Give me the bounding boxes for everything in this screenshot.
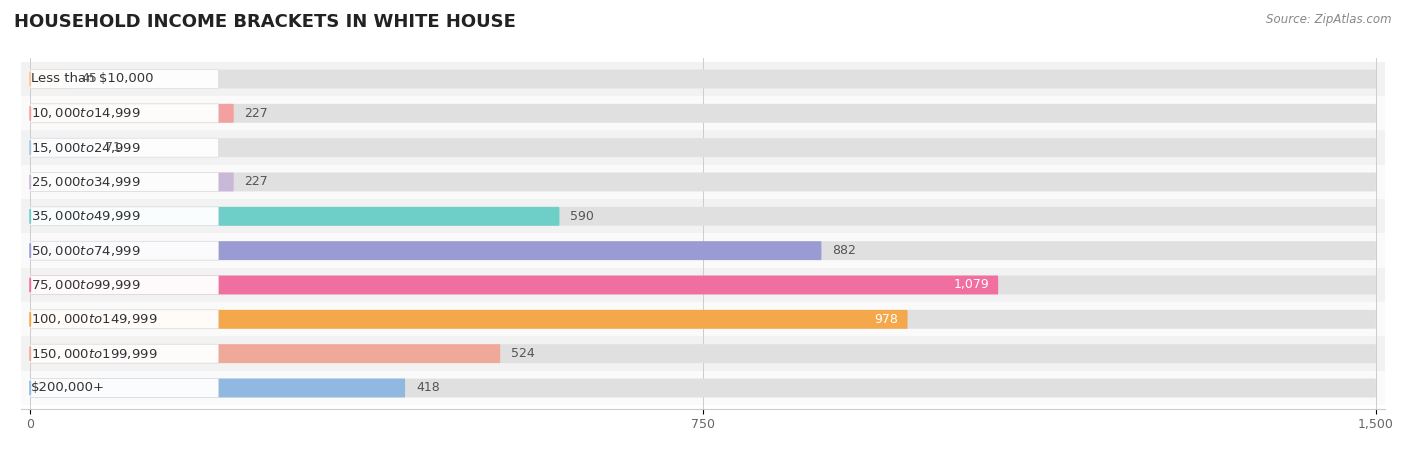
FancyBboxPatch shape <box>30 172 1376 191</box>
Text: 227: 227 <box>245 107 269 120</box>
FancyBboxPatch shape <box>30 276 218 295</box>
FancyBboxPatch shape <box>3 371 1403 405</box>
Text: 71: 71 <box>104 141 121 154</box>
Text: 227: 227 <box>245 176 269 189</box>
FancyBboxPatch shape <box>30 310 218 329</box>
FancyBboxPatch shape <box>30 104 233 123</box>
FancyBboxPatch shape <box>30 276 1376 295</box>
Text: $200,000+: $200,000+ <box>31 382 104 395</box>
FancyBboxPatch shape <box>30 310 1376 329</box>
FancyBboxPatch shape <box>30 241 1376 260</box>
FancyBboxPatch shape <box>30 379 405 397</box>
FancyBboxPatch shape <box>30 344 501 363</box>
Text: $75,000 to $99,999: $75,000 to $99,999 <box>31 278 141 292</box>
FancyBboxPatch shape <box>30 138 94 157</box>
FancyBboxPatch shape <box>30 207 560 226</box>
Text: 590: 590 <box>571 210 595 223</box>
FancyBboxPatch shape <box>3 165 1403 199</box>
FancyBboxPatch shape <box>30 104 218 123</box>
FancyBboxPatch shape <box>3 199 1403 233</box>
FancyBboxPatch shape <box>30 172 233 191</box>
FancyBboxPatch shape <box>30 207 218 226</box>
FancyBboxPatch shape <box>3 96 1403 131</box>
FancyBboxPatch shape <box>3 336 1403 371</box>
Text: $10,000 to $14,999: $10,000 to $14,999 <box>31 106 141 120</box>
FancyBboxPatch shape <box>30 207 1376 226</box>
Text: $15,000 to $24,999: $15,000 to $24,999 <box>31 141 141 154</box>
FancyBboxPatch shape <box>30 70 70 88</box>
FancyBboxPatch shape <box>30 379 1376 397</box>
Text: Less than $10,000: Less than $10,000 <box>31 72 153 85</box>
FancyBboxPatch shape <box>30 344 1376 363</box>
FancyBboxPatch shape <box>30 241 821 260</box>
Text: 418: 418 <box>416 382 440 395</box>
Text: HOUSEHOLD INCOME BRACKETS IN WHITE HOUSE: HOUSEHOLD INCOME BRACKETS IN WHITE HOUSE <box>14 13 516 31</box>
Text: $25,000 to $34,999: $25,000 to $34,999 <box>31 175 141 189</box>
FancyBboxPatch shape <box>30 379 218 397</box>
FancyBboxPatch shape <box>30 310 908 329</box>
Text: $50,000 to $74,999: $50,000 to $74,999 <box>31 244 141 258</box>
FancyBboxPatch shape <box>30 138 218 157</box>
FancyBboxPatch shape <box>30 172 218 191</box>
FancyBboxPatch shape <box>30 344 218 363</box>
FancyBboxPatch shape <box>30 241 218 260</box>
Text: 1,079: 1,079 <box>953 278 990 291</box>
FancyBboxPatch shape <box>30 276 998 295</box>
FancyBboxPatch shape <box>30 70 1376 88</box>
FancyBboxPatch shape <box>3 268 1403 302</box>
Text: 524: 524 <box>510 347 534 360</box>
FancyBboxPatch shape <box>30 138 1376 157</box>
Text: 978: 978 <box>875 313 898 326</box>
FancyBboxPatch shape <box>30 70 218 88</box>
Text: 45: 45 <box>82 72 97 85</box>
Text: $100,000 to $149,999: $100,000 to $149,999 <box>31 313 157 326</box>
Text: 882: 882 <box>832 244 856 257</box>
FancyBboxPatch shape <box>3 62 1403 96</box>
FancyBboxPatch shape <box>3 131 1403 165</box>
Text: $150,000 to $199,999: $150,000 to $199,999 <box>31 347 157 361</box>
FancyBboxPatch shape <box>3 302 1403 336</box>
Text: Source: ZipAtlas.com: Source: ZipAtlas.com <box>1267 13 1392 26</box>
FancyBboxPatch shape <box>30 104 1376 123</box>
Text: $35,000 to $49,999: $35,000 to $49,999 <box>31 209 141 223</box>
FancyBboxPatch shape <box>3 233 1403 268</box>
